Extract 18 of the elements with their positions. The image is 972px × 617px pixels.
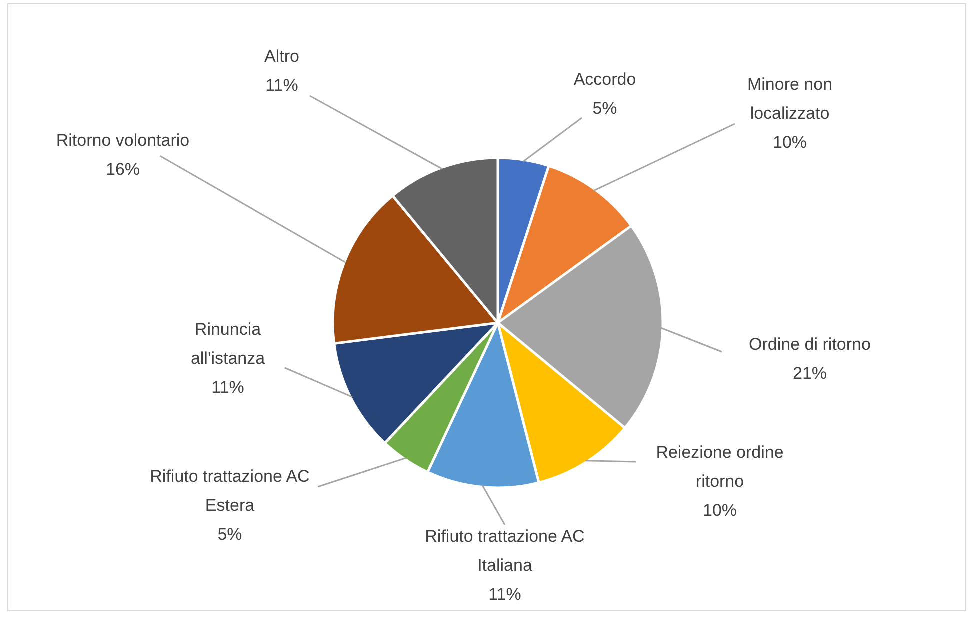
slice-label: Minore non localizzato	[747, 75, 833, 123]
slice-label: Ritorno volontario	[56, 131, 190, 150]
data-label: 11%	[488, 585, 522, 604]
slice-label: Accordo	[574, 70, 636, 89]
slice-label: Rinuncia all'istanza	[190, 320, 266, 368]
data-label: 5%	[218, 525, 242, 544]
legend-label: Ordine di ritorno	[749, 335, 871, 354]
data-label: 16%	[106, 160, 140, 179]
data-label: 10%	[702, 501, 738, 520]
data-label: 11%	[212, 378, 244, 397]
slice-label: Reiezione ordine ritorno	[656, 443, 784, 491]
data-label: 11%	[266, 76, 298, 95]
slice-label: Altro	[264, 47, 300, 66]
slice-label: Rifiuto trattazione AC Italiana	[425, 527, 585, 575]
data-label: 21%	[792, 364, 828, 383]
data-label: 5%	[592, 99, 618, 118]
data-label: 10%	[772, 133, 808, 152]
slice-label: Rifiuto trattazione AC Estera	[150, 467, 310, 515]
